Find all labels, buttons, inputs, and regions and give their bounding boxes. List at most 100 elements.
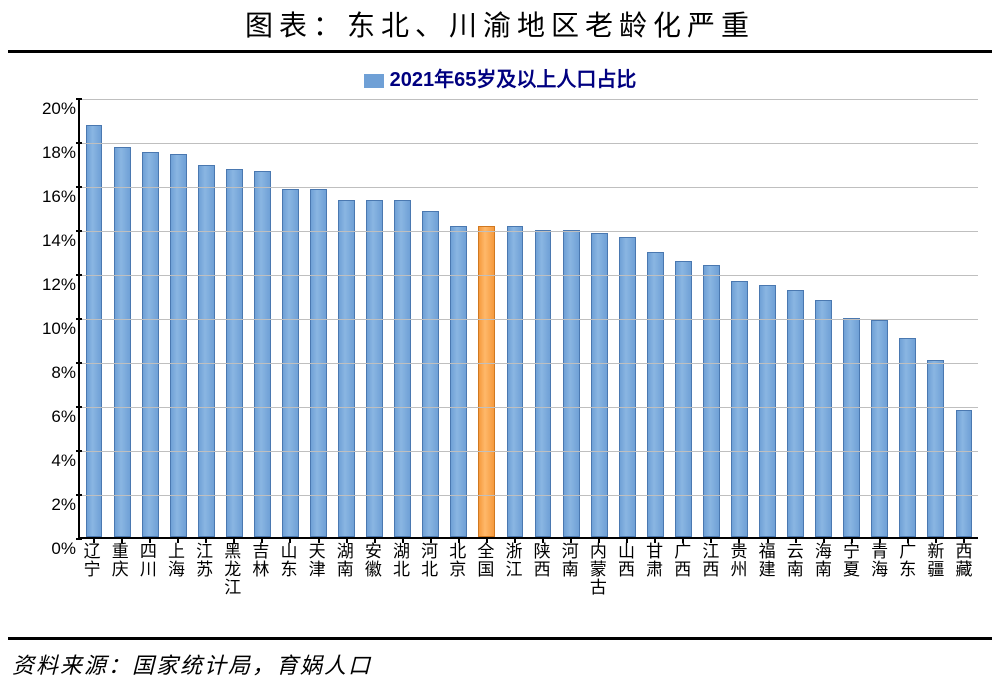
x-label: 黑龙江 — [219, 541, 247, 621]
bar — [338, 200, 355, 537]
y-tick-label: 4% — [8, 451, 76, 469]
x-label: 江苏 — [191, 541, 219, 621]
x-label: 西藏 — [950, 541, 978, 621]
x-label: 重庆 — [106, 541, 134, 621]
x-label: 全国 — [472, 541, 500, 621]
bar-slot — [445, 99, 473, 537]
gridline — [80, 187, 978, 188]
bar-slot — [248, 99, 276, 537]
bar — [619, 237, 636, 537]
gridline — [80, 99, 978, 100]
bar-slot — [529, 99, 557, 537]
x-label: 辽宁 — [78, 541, 106, 621]
bar — [703, 265, 720, 537]
x-label: 浙江 — [500, 541, 528, 621]
bar — [787, 290, 804, 537]
bar-slot — [361, 99, 389, 537]
bar-slot — [754, 99, 782, 537]
bar-slot — [697, 99, 725, 537]
y-tick-label: 2% — [8, 495, 76, 513]
bar-slot — [220, 99, 248, 537]
bar — [815, 300, 832, 537]
chart-container: 图表：东北、川渝地区老龄化严重 2021年65岁及以上人口占比 辽宁重庆四川上海… — [0, 0, 1000, 690]
bar-slot — [950, 99, 978, 537]
x-label: 山东 — [275, 541, 303, 621]
x-label: 上海 — [162, 541, 190, 621]
bar-slot — [417, 99, 445, 537]
y-tick-mark — [76, 362, 82, 364]
x-label: 湖北 — [387, 541, 415, 621]
bar-slot — [838, 99, 866, 537]
bar — [871, 320, 888, 537]
y-tick-label: 6% — [8, 407, 76, 425]
x-label: 内蒙古 — [584, 541, 612, 621]
bar — [198, 165, 215, 537]
bar-slot — [725, 99, 753, 537]
chart-area: 2021年65岁及以上人口占比 辽宁重庆四川上海江苏黑龙江吉林山东天津湖南安徽湖… — [8, 63, 992, 633]
gridline — [80, 495, 978, 496]
x-label: 贵州 — [725, 541, 753, 621]
y-tick-mark — [76, 186, 82, 188]
y-tick-label: 12% — [8, 275, 76, 293]
y-tick-mark — [76, 230, 82, 232]
bar — [254, 171, 271, 537]
bar — [114, 147, 131, 537]
y-tick-label: 16% — [8, 187, 76, 205]
bar — [563, 230, 580, 537]
bar — [759, 285, 776, 537]
plot-region — [78, 99, 978, 539]
y-tick-mark — [76, 274, 82, 276]
y-tick-mark — [76, 406, 82, 408]
x-label: 宁夏 — [837, 541, 865, 621]
bar-slot — [501, 99, 529, 537]
bar-slot — [473, 99, 501, 537]
bar-slot — [305, 99, 333, 537]
y-tick-mark — [76, 318, 82, 320]
bar — [450, 226, 467, 537]
y-tick-mark — [76, 538, 82, 540]
x-label: 安徽 — [359, 541, 387, 621]
bar-slot — [782, 99, 810, 537]
source-line: 资料来源：国家统计局，育娲人口 — [8, 640, 992, 690]
x-label: 湖南 — [331, 541, 359, 621]
gridline — [80, 363, 978, 364]
bar — [422, 211, 439, 537]
bar-slot — [389, 99, 417, 537]
bar — [507, 226, 524, 537]
x-label: 青海 — [866, 541, 894, 621]
bar-slot — [136, 99, 164, 537]
gridline — [80, 231, 978, 232]
bar-slot — [557, 99, 585, 537]
gridline — [80, 143, 978, 144]
y-tick-mark — [76, 450, 82, 452]
bar-slot — [585, 99, 613, 537]
bars-group — [80, 99, 978, 537]
x-label: 吉林 — [247, 541, 275, 621]
bar-slot — [80, 99, 108, 537]
bar-highlight — [478, 226, 495, 537]
y-tick-mark — [76, 142, 82, 144]
bar — [843, 318, 860, 537]
bar-slot — [108, 99, 136, 537]
bar-slot — [192, 99, 220, 537]
legend-label: 2021年65岁及以上人口占比 — [390, 69, 637, 91]
y-tick-mark — [76, 494, 82, 496]
x-label: 广西 — [669, 541, 697, 621]
bar — [591, 233, 608, 537]
x-label: 四川 — [134, 541, 162, 621]
x-label: 北京 — [444, 541, 472, 621]
y-tick-mark — [76, 98, 82, 100]
x-label: 天津 — [303, 541, 331, 621]
x-label: 甘肃 — [641, 541, 669, 621]
x-label: 云南 — [781, 541, 809, 621]
gridline — [80, 451, 978, 452]
bar-slot — [164, 99, 192, 537]
y-tick-label: 8% — [8, 363, 76, 381]
gridline — [80, 407, 978, 408]
bar-slot — [276, 99, 304, 537]
x-label: 江西 — [697, 541, 725, 621]
bar-slot — [866, 99, 894, 537]
bar — [535, 230, 552, 537]
y-tick-label: 0% — [8, 539, 76, 557]
gridline — [80, 275, 978, 276]
